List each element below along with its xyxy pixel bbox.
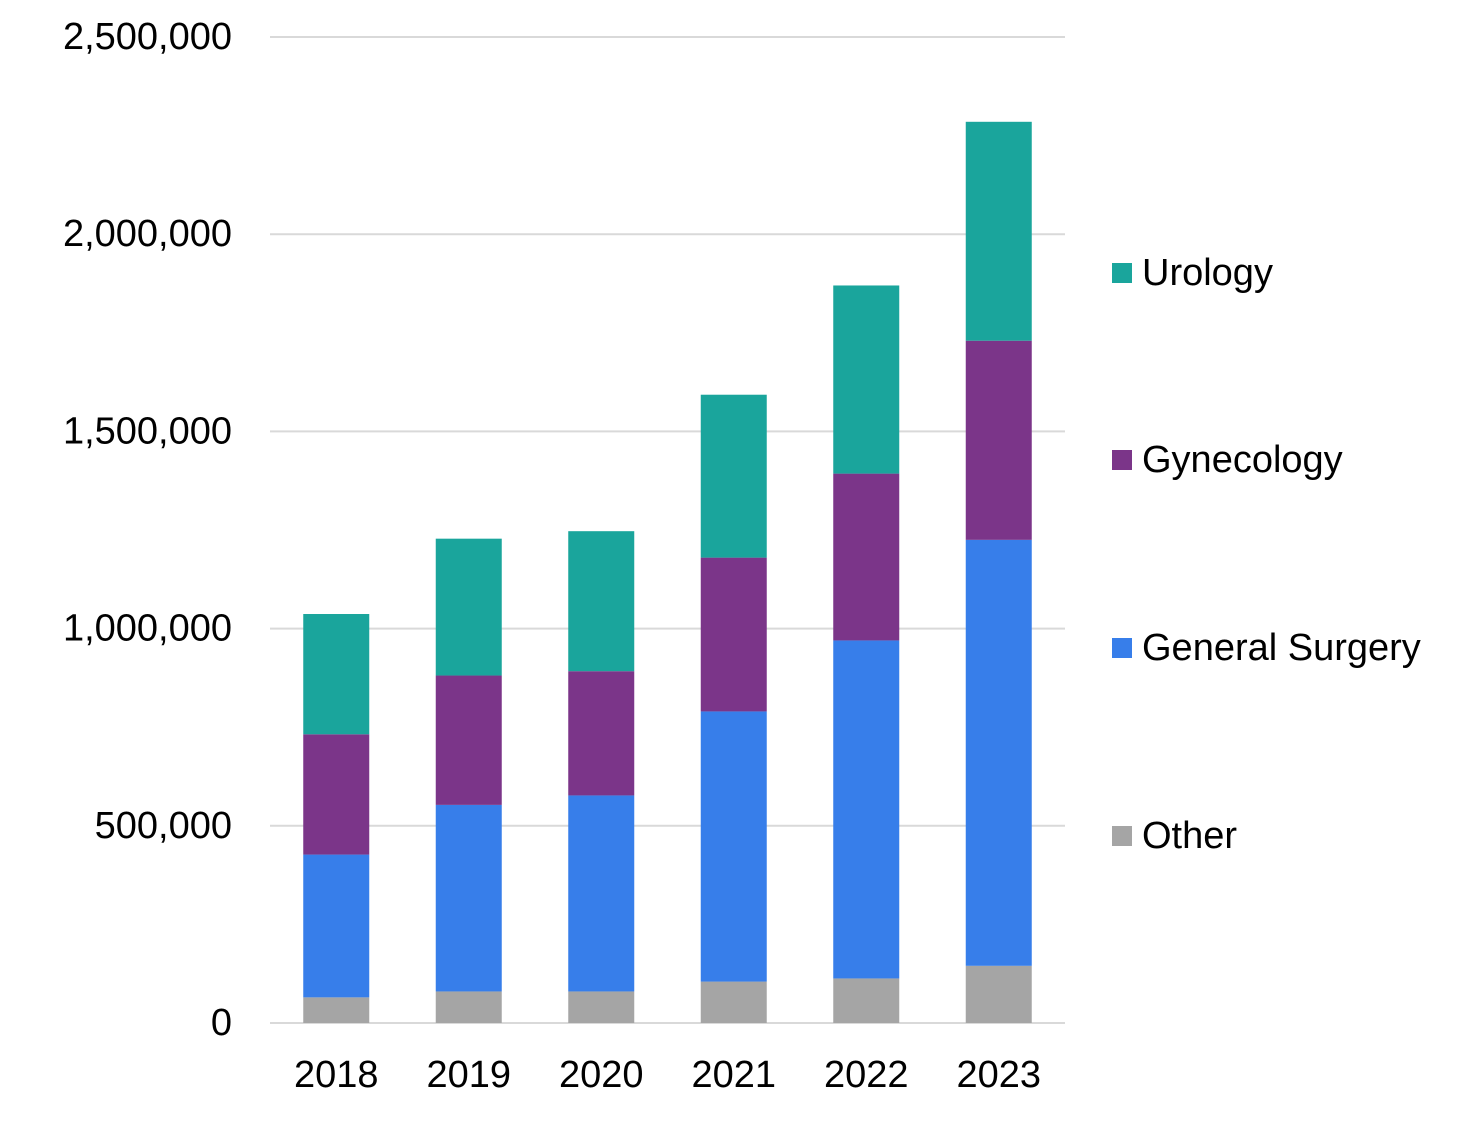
- bar-other-2023: [965, 965, 1032, 1023]
- bar-urology-2021: [700, 394, 767, 558]
- x-axis-tick-labels: 2018 2019 2020 2021 2022 2023: [294, 1054, 1041, 1096]
- y-tick-label: 2,500,000: [63, 16, 232, 58]
- y-tick-label: 500,000: [95, 805, 232, 847]
- legend-swatch-general-surgery: [1112, 638, 1132, 658]
- x-tick-label: 2020: [559, 1054, 644, 1096]
- y-tick-label: 1,000,000: [63, 608, 232, 650]
- bar-other-2018: [303, 997, 370, 1023]
- bars: [303, 121, 1032, 1023]
- legend-swatch-urology: [1112, 263, 1132, 283]
- bar-urology-2020: [568, 531, 635, 672]
- legend-label-general-surgery: General Surgery: [1142, 627, 1421, 669]
- bar-other-2019: [435, 991, 502, 1023]
- bar-gynecology-2020: [568, 671, 635, 796]
- bar-general-surgery-2023: [965, 539, 1032, 966]
- legend-swatch-other: [1112, 826, 1132, 846]
- bar-general-surgery-2021: [700, 711, 767, 982]
- legend-label-gynecology: Gynecology: [1142, 439, 1343, 481]
- bar-gynecology-2021: [700, 557, 767, 712]
- legend-label-urology: Urology: [1142, 252, 1273, 294]
- y-axis-tick-labels: 0 500,000 1,000,000 1,500,000 2,000,000 2,500…: [63, 16, 232, 1044]
- bar-general-surgery-2019: [435, 804, 502, 992]
- x-tick-label: 2023: [956, 1054, 1041, 1096]
- bar-other-2020: [568, 991, 635, 1023]
- bar-general-surgery-2022: [833, 640, 900, 979]
- x-tick-label: 2018: [294, 1054, 379, 1096]
- x-tick-label: 2022: [824, 1054, 909, 1096]
- bar-urology-2022: [833, 285, 900, 474]
- bar-gynecology-2019: [435, 675, 502, 805]
- legend-swatch-gynecology: [1112, 450, 1132, 470]
- bar-other-2021: [700, 981, 767, 1023]
- bar-gynecology-2018: [303, 734, 370, 855]
- bar-urology-2023: [965, 121, 1032, 341]
- bar-gynecology-2022: [833, 473, 900, 641]
- gridlines: [270, 36, 1065, 1024]
- legend: Urology Gynecology General Surgery Other: [1112, 252, 1421, 857]
- bar-general-surgery-2018: [303, 854, 370, 998]
- y-tick-label: 0: [211, 1002, 232, 1044]
- bar-gynecology-2023: [965, 340, 1032, 540]
- bar-general-surgery-2020: [568, 795, 635, 992]
- bar-urology-2018: [303, 614, 370, 735]
- x-tick-label: 2021: [691, 1054, 776, 1096]
- y-tick-label: 1,500,000: [63, 410, 232, 452]
- x-tick-label: 2019: [426, 1054, 511, 1096]
- legend-label-other: Other: [1142, 815, 1237, 857]
- bar-urology-2019: [435, 538, 502, 676]
- y-tick-label: 2,000,000: [63, 213, 232, 255]
- bar-other-2022: [833, 978, 900, 1023]
